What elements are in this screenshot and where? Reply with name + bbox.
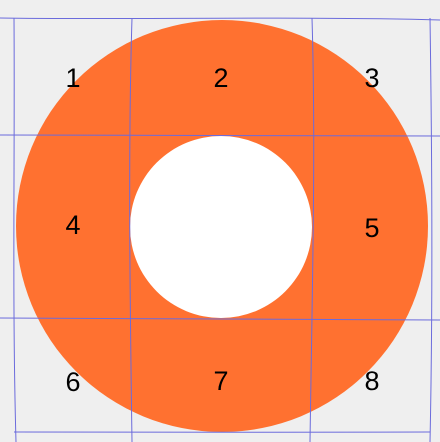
- grid-line-vertical-1: [13, 17, 17, 442]
- grid-line-horizontal-2: [0, 134, 440, 137]
- grid-lines: [0, 17, 440, 442]
- grid-line-vertical-4: [429, 17, 433, 442]
- cell-number-2[interactable]: 2: [213, 63, 228, 93]
- grid-line-horizontal-3: [0, 317, 440, 321]
- cell-number-4[interactable]: 4: [65, 210, 80, 240]
- grid-line-horizontal-1: [0, 17, 440, 21]
- center-hole: [130, 136, 312, 318]
- cell-number-8[interactable]: 8: [364, 366, 379, 396]
- grid-line-vertical-2: [129, 17, 133, 442]
- cell-number-6[interactable]: 6: [65, 367, 80, 397]
- cell-number-5[interactable]: 5: [364, 213, 379, 243]
- grid-line-vertical-3: [309, 17, 315, 442]
- cell-numbers: 1 2 3 4 5 6 7 8: [65, 63, 379, 397]
- cell-number-1[interactable]: 1: [65, 63, 80, 93]
- cell-number-3[interactable]: 3: [364, 63, 379, 93]
- cell-number-7[interactable]: 7: [213, 366, 228, 396]
